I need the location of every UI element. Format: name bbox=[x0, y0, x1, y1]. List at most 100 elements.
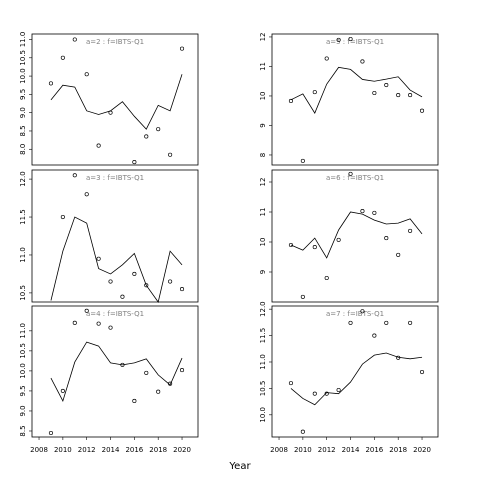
point bbox=[312, 391, 317, 396]
fit-line bbox=[290, 211, 423, 259]
point bbox=[300, 429, 305, 434]
point bbox=[48, 81, 53, 86]
point bbox=[72, 173, 77, 178]
y-tick-label: 11.0 bbox=[19, 247, 27, 263]
point bbox=[72, 37, 77, 42]
point bbox=[419, 108, 425, 113]
point bbox=[288, 381, 293, 386]
point bbox=[384, 82, 389, 88]
y-tick-label: 10.0 bbox=[19, 68, 27, 84]
panel-frame bbox=[271, 33, 439, 166]
panel-title: a=4 : f=IBTS-Q1 bbox=[86, 310, 144, 318]
x-tick-label: 2010 bbox=[294, 446, 312, 454]
y-tick-label: 10.5 bbox=[19, 50, 27, 66]
point bbox=[72, 320, 77, 325]
y-tick-label: 8.5 bbox=[19, 425, 27, 436]
x-tick-label: 2008 bbox=[270, 446, 288, 454]
point bbox=[300, 158, 305, 163]
point bbox=[348, 36, 353, 42]
point bbox=[419, 369, 425, 375]
y-tick-label: 9 bbox=[259, 270, 267, 274]
fit-line bbox=[50, 74, 183, 130]
y-tick-label: 10 bbox=[259, 91, 267, 100]
point bbox=[156, 127, 161, 132]
point bbox=[144, 283, 149, 288]
y-tick-label: 12.0 bbox=[19, 171, 27, 187]
panel: a=4 : f=IBTS-Q1 8.5 9.0 9.5 10.0 10.5 11.0 2008… bbox=[19, 305, 199, 454]
x-tick-label: 2014 bbox=[342, 446, 360, 454]
point bbox=[312, 90, 317, 95]
fit-line bbox=[290, 66, 423, 114]
point bbox=[60, 55, 65, 60]
panel-frame bbox=[31, 305, 199, 438]
x-tick-label: 2014 bbox=[102, 446, 120, 454]
y-tick-label: 9.5 bbox=[19, 89, 27, 100]
x-tick-label: 2020 bbox=[413, 446, 431, 454]
point bbox=[408, 320, 413, 325]
point bbox=[120, 294, 125, 299]
point bbox=[84, 72, 89, 77]
point bbox=[132, 398, 137, 403]
panel: a=7 : f=IBTS-Q1 10.0 10.5 11.0 11.5 12.0 2008 2… bbox=[259, 301, 439, 454]
y-tick-label: 11.0 bbox=[19, 323, 27, 339]
y-tick-label: 9.5 bbox=[19, 385, 27, 396]
panel-title: a=6 : f=IBTS-Q1 bbox=[326, 174, 384, 182]
y-tick-label: 11.5 bbox=[259, 328, 267, 344]
x-tick-label: 2018 bbox=[149, 446, 167, 454]
point bbox=[372, 90, 377, 96]
point bbox=[336, 37, 341, 42]
y-tick-label: 10.5 bbox=[19, 285, 27, 301]
y-tick-label: 9.0 bbox=[19, 405, 27, 416]
panel-title: a=2 : f=IBTS-Q1 bbox=[86, 38, 144, 46]
point bbox=[360, 209, 365, 214]
point bbox=[168, 279, 173, 284]
x-tick-label: 2008 bbox=[30, 446, 48, 454]
x-axis-label: Year bbox=[228, 461, 251, 472]
y-tick-label: 11.5 bbox=[19, 209, 27, 225]
y-tick-label: 10.0 bbox=[19, 363, 27, 379]
x-tick-label: 2018 bbox=[389, 446, 407, 454]
point bbox=[96, 321, 101, 326]
panel-title: a=3 : f=IBTS-Q1 bbox=[86, 174, 144, 182]
point bbox=[348, 171, 353, 176]
point bbox=[336, 387, 341, 393]
fit-line bbox=[50, 341, 183, 402]
point bbox=[144, 370, 149, 375]
x-tick-label: 2012 bbox=[318, 446, 336, 454]
y-tick-label: 11.0 bbox=[19, 32, 27, 48]
point bbox=[348, 320, 353, 325]
y-tick-label: 10.5 bbox=[259, 381, 267, 397]
y-tick-label: 8.0 bbox=[19, 144, 27, 155]
point bbox=[288, 242, 293, 248]
point bbox=[179, 368, 185, 373]
point bbox=[156, 389, 161, 394]
panel-frame bbox=[271, 169, 439, 303]
x-tick-label: 2020 bbox=[173, 446, 191, 454]
point bbox=[372, 333, 377, 338]
panel: a=3 : f=IBTS-Q1 10.5 11.0 11.5 12.0 bbox=[19, 169, 199, 303]
x-tick-label: 2016 bbox=[365, 446, 383, 454]
point bbox=[384, 320, 389, 325]
panel: a=5 : f=IBTS-Q1 8 9 10 11 12 bbox=[259, 32, 439, 166]
y-tick-label: 11 bbox=[259, 62, 267, 71]
panel-title: a=5 : f=IBTS-Q1 bbox=[326, 38, 384, 46]
x-tick-label: 2012 bbox=[78, 446, 96, 454]
point bbox=[372, 210, 377, 215]
point bbox=[96, 143, 101, 148]
point bbox=[108, 279, 113, 284]
point bbox=[96, 256, 101, 261]
point bbox=[132, 271, 137, 276]
fit-line bbox=[50, 216, 183, 303]
point bbox=[396, 93, 401, 98]
y-tick-label: 10 bbox=[259, 238, 267, 247]
point bbox=[132, 160, 137, 165]
panel: a=6 : f=IBTS-Q1 9 10 11 12 bbox=[259, 169, 439, 303]
point bbox=[144, 134, 149, 139]
point bbox=[60, 214, 65, 220]
panel-frame bbox=[271, 305, 439, 438]
point bbox=[324, 275, 329, 281]
point bbox=[300, 294, 305, 299]
point bbox=[108, 325, 113, 330]
panel-frame bbox=[31, 169, 199, 303]
